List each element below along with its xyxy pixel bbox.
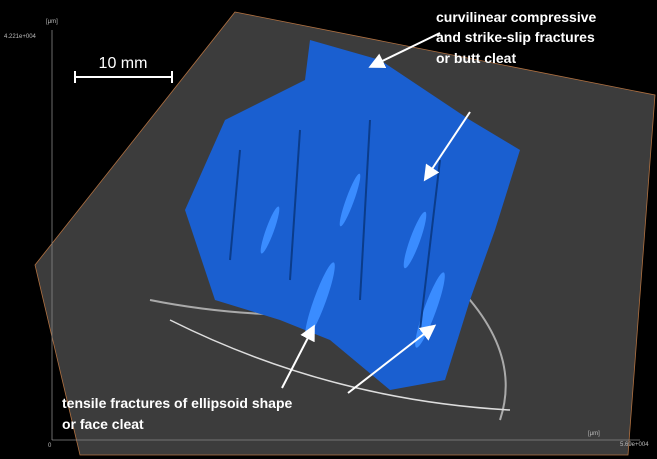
annotation-line: and strike-slip fractures [436, 29, 595, 45]
y-max: 4.221e+004 [4, 34, 37, 40]
sample-edge [169, 319, 511, 411]
annotation-line: curvilinear compressive [436, 9, 597, 25]
annotation-line: or butt cleat [436, 50, 516, 66]
x-max: 5.69e+004 [620, 442, 649, 448]
y-unit: [μm] [46, 19, 58, 25]
x-unit: [μm] [588, 431, 600, 437]
arrows [281, 32, 471, 394]
scale-bar [74, 71, 173, 83]
annotation-line: tensile fractures of ellipsoid shape [62, 395, 293, 411]
annotation-line: or face cleat [62, 416, 144, 432]
origin: 0 [48, 443, 52, 449]
scale-label: 10 mm [99, 55, 148, 72]
fracture-shadows [229, 119, 441, 331]
